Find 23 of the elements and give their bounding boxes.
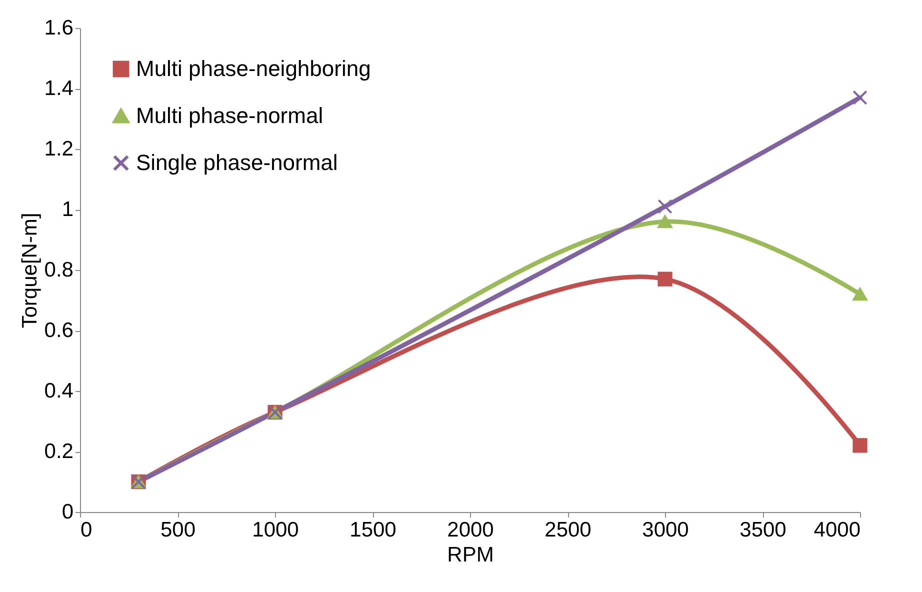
x-tick-label: 2000 <box>447 518 494 542</box>
y-tick-label: 0 <box>62 500 74 524</box>
x-tick-label: 1000 <box>252 518 299 542</box>
x-axis-title: RPM <box>447 544 494 566</box>
x-tick-label: 3000 <box>642 518 689 542</box>
x-tick-label: 2500 <box>544 518 592 542</box>
legend-label: Multi phase-neighboring <box>136 56 371 81</box>
x-tick-label: 4000 <box>814 518 860 542</box>
x-tick-label: 3500 <box>740 518 786 542</box>
y-tick-label: 1.2 <box>44 138 74 160</box>
y-tick-label: 0.4 <box>44 380 74 402</box>
x-tick-label: 1500 <box>350 518 396 542</box>
y-tick-label: 0.2 <box>44 440 74 463</box>
y-tick-label: 0.6 <box>44 319 74 342</box>
y-axis-title: Torque[N-m] <box>18 212 42 328</box>
legend-label: Single phase-normal <box>136 150 338 175</box>
legend-label: Multi phase-normal <box>136 103 324 128</box>
x-tick-label: 0 <box>80 518 92 542</box>
y-tick-label: 0.8 <box>44 258 74 282</box>
y-tick-label: 1.4 <box>44 77 74 100</box>
x-tick-label: 500 <box>160 518 196 542</box>
y-tick-label: 1 <box>62 198 74 221</box>
y-tick-label: 1.6 <box>44 16 74 40</box>
